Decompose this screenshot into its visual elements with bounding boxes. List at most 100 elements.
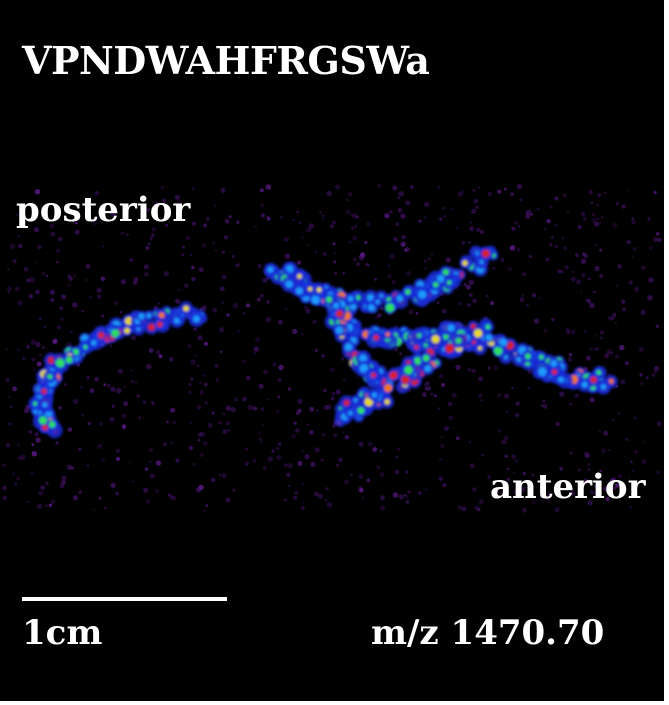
noise-speck	[354, 224, 358, 229]
noise-speck	[455, 436, 460, 441]
noise-speck	[129, 258, 134, 262]
noise-speck	[134, 380, 138, 384]
noise-speck	[651, 373, 656, 377]
noise-speck	[30, 339, 37, 345]
noise-speck	[469, 221, 472, 224]
noise-speck	[222, 250, 225, 254]
noise-speck	[653, 365, 660, 372]
noise-speck	[88, 295, 93, 299]
noise-speck	[177, 200, 181, 205]
anterior-cross-spot	[357, 407, 365, 414]
noise-speck	[291, 434, 296, 439]
noise-speck	[267, 217, 271, 221]
noise-speck	[451, 392, 457, 398]
noise-speck	[58, 236, 63, 242]
noise-speck	[439, 458, 442, 461]
noise-speck	[594, 334, 597, 338]
noise-speck	[14, 482, 18, 486]
noise-speck	[581, 212, 586, 217]
noise-speck	[615, 384, 619, 388]
noise-speck	[334, 271, 337, 275]
noise-speck	[78, 447, 82, 451]
noise-speck	[580, 290, 583, 293]
noise-speck	[227, 429, 230, 432]
noise-speck	[640, 382, 643, 386]
noise-speck	[388, 210, 393, 214]
noise-speck	[26, 500, 29, 503]
noise-speck	[423, 259, 427, 263]
noise-speck	[472, 487, 477, 492]
noise-speck	[532, 293, 537, 298]
anterior-lower-spot	[431, 335, 440, 344]
posterior-strand-spot	[193, 315, 200, 323]
noise-speck	[246, 303, 250, 308]
noise-speck	[598, 430, 602, 433]
noise-speck	[612, 222, 618, 228]
anterior-cross-spot	[401, 375, 410, 384]
noise-speck	[143, 487, 149, 493]
noise-speck	[41, 272, 46, 276]
noise-speck	[6, 286, 12, 291]
noise-speck	[277, 319, 284, 325]
noise-speck	[545, 496, 550, 501]
noise-speck	[404, 494, 409, 499]
noise-speck	[220, 350, 223, 353]
noise-speck	[331, 220, 336, 225]
noise-speck	[514, 459, 518, 463]
noise-speck	[438, 373, 444, 379]
noise-speck	[615, 201, 620, 206]
noise-speck	[566, 330, 571, 334]
noise-speck	[117, 368, 124, 374]
noise-speck	[81, 414, 84, 417]
noise-speck	[447, 401, 453, 407]
noise-speck	[146, 363, 152, 370]
noise-speck	[507, 266, 512, 271]
noise-speck	[80, 386, 84, 389]
noise-speck	[96, 287, 102, 293]
tissue-background-noise	[2, 183, 662, 513]
anterior-connector-spot	[359, 354, 368, 363]
noise-speck	[304, 454, 310, 460]
noise-speck	[333, 260, 336, 263]
noise-speck	[276, 410, 279, 413]
noise-speck	[569, 451, 573, 455]
noise-speck	[396, 447, 400, 451]
noise-speck	[557, 423, 561, 426]
noise-speck	[317, 493, 323, 499]
noise-speck	[588, 189, 593, 195]
noise-speck	[121, 424, 127, 429]
noise-speck	[656, 421, 662, 426]
posterior-strand-spot	[97, 332, 105, 339]
noise-speck	[513, 489, 519, 495]
noise-speck	[258, 432, 261, 435]
noise-speck	[309, 406, 315, 412]
noise-speck	[522, 471, 527, 476]
noise-speck	[253, 406, 258, 411]
noise-speck	[284, 307, 288, 311]
anterior-connector-spot	[335, 326, 343, 334]
anterior-cross-spot	[404, 365, 413, 375]
noise-speck	[587, 277, 591, 281]
noise-speck	[330, 367, 335, 373]
noise-speck	[242, 396, 247, 402]
noise-speck	[347, 191, 353, 197]
noise-speck	[136, 219, 139, 222]
noise-speck	[172, 420, 176, 425]
noise-speck	[38, 490, 44, 496]
noise-speck	[520, 486, 526, 493]
noise-speck	[224, 235, 229, 240]
noise-speck	[257, 263, 263, 269]
anterior-upper-spot	[433, 281, 439, 288]
noise-speck	[589, 347, 594, 351]
noise-speck	[426, 386, 432, 391]
noise-speck	[206, 216, 210, 220]
noise-speck	[70, 331, 73, 334]
noise-speck	[58, 406, 62, 410]
noise-speck	[191, 265, 195, 269]
anterior-upper-spot	[437, 274, 445, 283]
noise-speck	[601, 216, 604, 219]
noise-speck	[624, 361, 629, 366]
noise-speck	[480, 399, 483, 402]
noise-speck	[262, 277, 268, 283]
anterior-upper-spot	[308, 286, 313, 292]
